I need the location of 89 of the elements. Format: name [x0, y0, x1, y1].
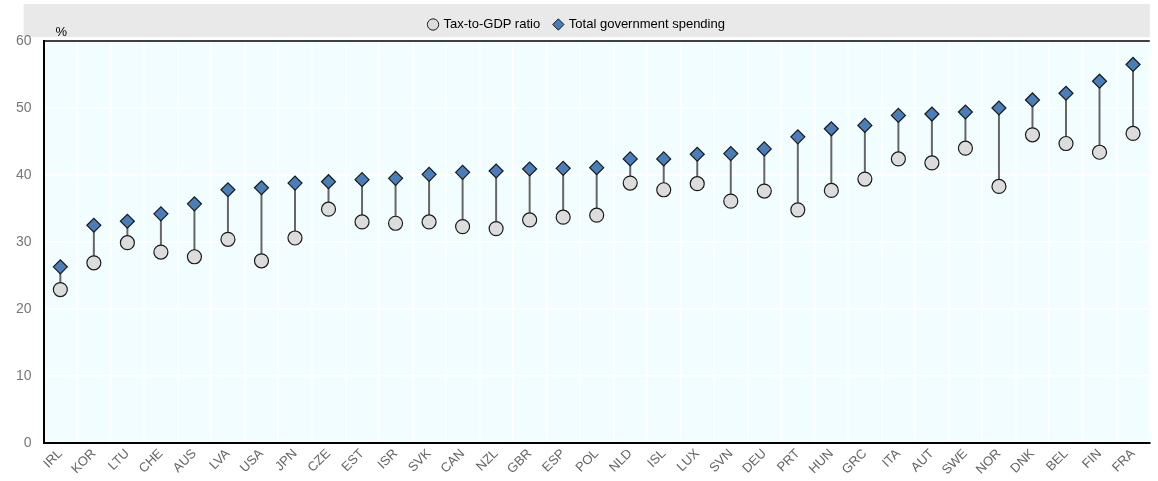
- point: [823, 121, 839, 137]
- point: [1091, 73, 1108, 89]
- x-tick-label: FIN: [1078, 445, 1105, 472]
- point: [421, 214, 437, 230]
- point: [287, 230, 303, 246]
- point: [86, 217, 102, 233]
- point: [924, 106, 940, 122]
- y-tick-label: 0: [23, 433, 32, 450]
- point: [622, 151, 638, 167]
- point: [555, 209, 571, 225]
- point: [387, 170, 404, 186]
- point: [1091, 144, 1108, 160]
- point: [455, 219, 471, 235]
- point: [186, 196, 203, 212]
- point: [287, 175, 303, 191]
- point: [1058, 135, 1074, 152]
- point: [823, 182, 839, 199]
- point: [622, 175, 638, 191]
- point: [1058, 85, 1074, 101]
- point: [119, 213, 135, 229]
- point: [354, 214, 370, 230]
- x-tick-label: IRL: [40, 445, 65, 471]
- legend-label: Total government spending: [568, 16, 725, 32]
- point: [656, 182, 672, 198]
- point: [119, 235, 135, 251]
- x-tick-label: POL: [572, 445, 602, 475]
- point: [957, 104, 974, 120]
- x-tick-label: BEL: [1042, 445, 1071, 474]
- y-tick-label: 10: [15, 366, 32, 383]
- y-tick-label: 30: [15, 232, 32, 249]
- y-axis-title: %: [55, 24, 68, 40]
- y-tick-label: 20: [15, 299, 32, 316]
- point: [857, 117, 873, 134]
- point: [1024, 92, 1041, 108]
- point: [387, 215, 404, 231]
- point: [86, 255, 102, 271]
- point: [589, 207, 605, 223]
- point: [991, 100, 1007, 116]
- point: [220, 182, 236, 198]
- point: [1125, 56, 1141, 73]
- point: [455, 164, 471, 180]
- point: [790, 202, 806, 218]
- x-tick-label: NZL: [472, 445, 501, 474]
- point: [253, 180, 270, 196]
- point: [52, 281, 68, 298]
- point: [890, 107, 906, 123]
- point: [253, 253, 270, 269]
- point: [890, 151, 906, 167]
- x-tick-label: LTU: [104, 445, 133, 473]
- point: [488, 221, 504, 237]
- x-tick-label: LVA: [205, 445, 233, 473]
- point: [186, 249, 203, 265]
- point: [354, 172, 370, 188]
- point: [656, 151, 672, 167]
- point: [957, 140, 974, 156]
- point: [790, 129, 806, 145]
- point: [421, 166, 437, 182]
- point: [689, 146, 705, 162]
- x-tick-label: ISR: [374, 445, 401, 472]
- point: [689, 176, 705, 192]
- x-tick-label: FRA: [1108, 445, 1138, 475]
- point: [723, 145, 739, 162]
- point: [220, 231, 236, 247]
- point: [723, 193, 739, 209]
- legend-label: Tax-to-GDP ratio: [443, 16, 541, 32]
- point: [522, 212, 538, 228]
- x-tick-label: NLD: [605, 445, 635, 475]
- point: [756, 183, 772, 199]
- point: [320, 174, 337, 190]
- point: [153, 206, 169, 222]
- point: [52, 259, 68, 275]
- point: [756, 141, 772, 157]
- x-tick-label: USA: [236, 445, 267, 476]
- point: [924, 155, 940, 171]
- x-tick-label: ISL: [643, 445, 669, 470]
- y-tick-label: 50: [15, 98, 32, 115]
- x-tick-label: ITA: [878, 445, 904, 470]
- point: [857, 171, 873, 187]
- point: [320, 201, 337, 217]
- y-tick-label: 40: [15, 165, 32, 182]
- point: [488, 163, 504, 179]
- point: [522, 161, 538, 177]
- point: [555, 160, 571, 176]
- point: [1024, 127, 1041, 143]
- point: [991, 178, 1007, 194]
- point: [153, 244, 169, 260]
- point: [1125, 125, 1141, 142]
- y-tick-label: 60: [15, 31, 32, 48]
- point: [589, 160, 605, 176]
